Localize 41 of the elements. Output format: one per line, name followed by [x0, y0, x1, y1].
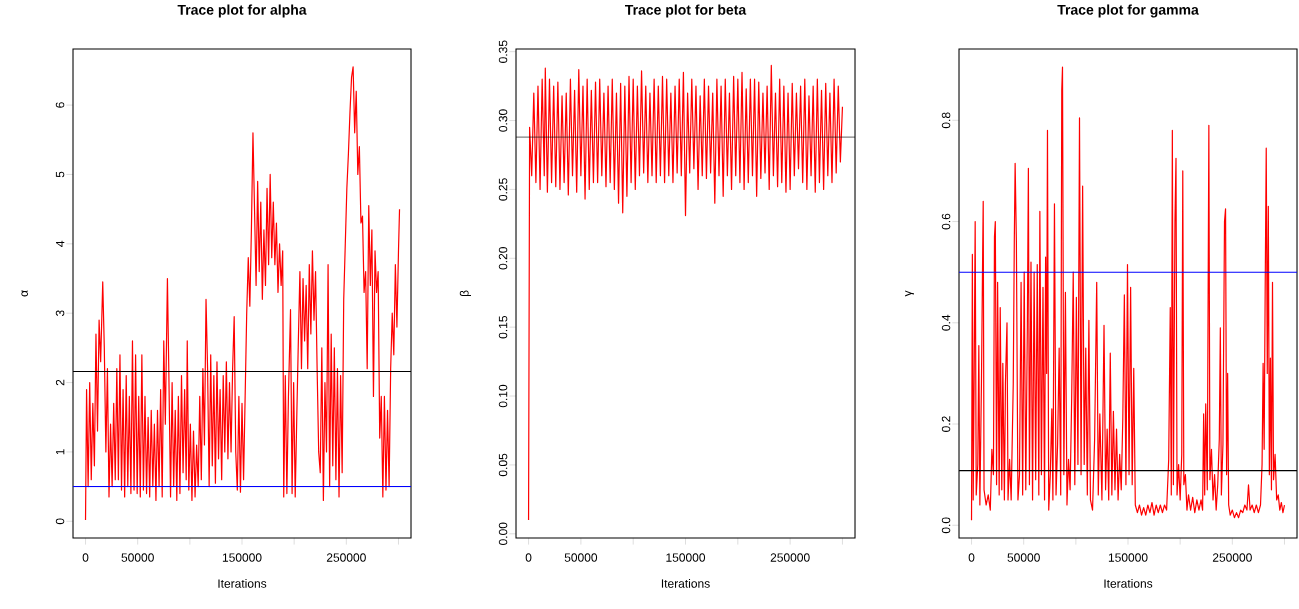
y-tick-label: 0.00	[498, 522, 508, 546]
y-tick-label: 0	[55, 518, 65, 525]
y-tick-label: 5	[55, 171, 65, 178]
y-tick-label: 0.2	[941, 416, 951, 432]
x-tick-label: 250000	[770, 553, 810, 562]
chart-title: Trace plot for gamma	[1057, 4, 1199, 18]
y-tick-label: 4	[56, 240, 65, 247]
x-axis-title: Iterations	[661, 578, 710, 588]
y-axis-title: γ	[905, 290, 914, 297]
y-tick-label: 0.30	[498, 109, 508, 132]
x-tick-label: 150000	[222, 553, 262, 562]
y-tick-label: 0.15	[498, 316, 508, 339]
y-tick-label: 0.6	[941, 213, 951, 230]
chart-title: Trace plot for alpha	[177, 4, 307, 18]
x-tick-label: 250000	[326, 553, 366, 562]
y-tick-label: 0.25	[498, 178, 508, 201]
y-tick-label: 0.10	[498, 384, 508, 408]
y-tick-label: 0.4	[941, 314, 951, 331]
y-tick-label: 3	[55, 310, 65, 317]
y-tick-label: 0.20	[498, 247, 508, 270]
x-axis-title: Iterations	[218, 578, 267, 588]
y-tick-label: 0.0	[941, 517, 951, 534]
x-tick-label: 150000	[1108, 553, 1148, 562]
x-tick-label: 150000	[666, 553, 706, 562]
y-tick-label: 0.35	[498, 40, 508, 63]
y-tick-label: 1	[56, 449, 65, 455]
y-tick-label: 0.8	[941, 112, 951, 129]
chart-title: Trace plot for beta	[625, 4, 747, 18]
x-tick-label: 250000	[1212, 553, 1252, 562]
x-tick-label: 0	[525, 553, 532, 562]
x-tick-label: 0	[968, 553, 975, 562]
y-tick-label: 2	[55, 379, 65, 386]
y-tick-label: 6	[55, 102, 65, 108]
x-axis-title: Iterations	[1104, 578, 1153, 588]
x-tick-label: 50000	[121, 553, 154, 562]
y-axis-title: α	[21, 290, 28, 297]
x-tick-label: 50000	[1007, 553, 1040, 562]
x-tick-label: 50000	[564, 553, 598, 562]
y-tick-label: 0.05	[498, 453, 508, 477]
x-tick-label: 0	[82, 553, 89, 562]
y-axis-title: β	[459, 290, 471, 297]
